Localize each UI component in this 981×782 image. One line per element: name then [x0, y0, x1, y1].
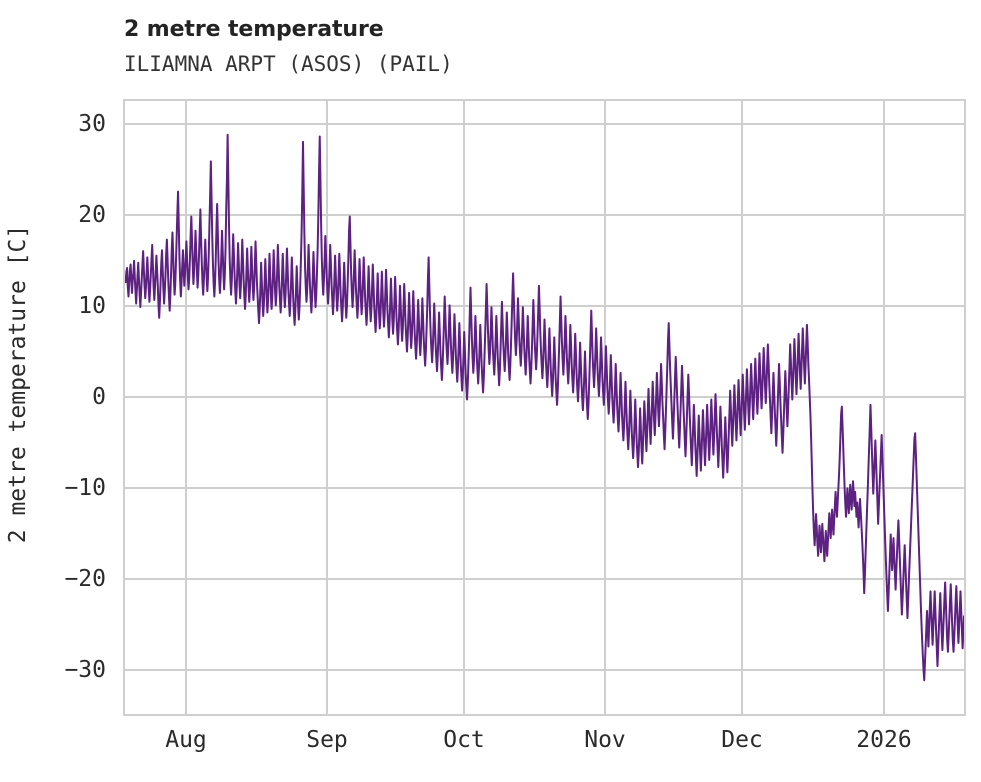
- x-tick-label: Sep: [306, 727, 348, 753]
- plot-area: [123, 99, 966, 716]
- chart-subtitle: ILIAMNA ARPT (ASOS) (PAIL): [124, 52, 453, 76]
- y-tick-label: −30: [64, 657, 106, 683]
- temperature-series-line: [125, 101, 964, 714]
- x-tick-label: Nov: [584, 727, 626, 753]
- y-axis-label: 2 metre temperature [C]: [5, 224, 31, 544]
- y-tick-label: 30: [78, 111, 106, 137]
- y-tick-label: 0: [92, 384, 106, 410]
- x-tick-label: Aug: [165, 727, 207, 753]
- grid-lines: [125, 101, 964, 714]
- y-tick-label: 20: [78, 202, 106, 228]
- y-axis-tick-labels: 30 20 10 0 −10 −20 −30: [44, 0, 106, 782]
- y-tick-label: −20: [64, 566, 106, 592]
- x-tick-label: 2026: [856, 727, 912, 753]
- y-tick-label: 10: [78, 293, 106, 319]
- chart-title: 2 metre temperature: [124, 17, 384, 42]
- x-tick-label: Dec: [721, 727, 763, 753]
- x-tick-label: Oct: [443, 727, 485, 753]
- y-tick-label: −10: [64, 475, 106, 501]
